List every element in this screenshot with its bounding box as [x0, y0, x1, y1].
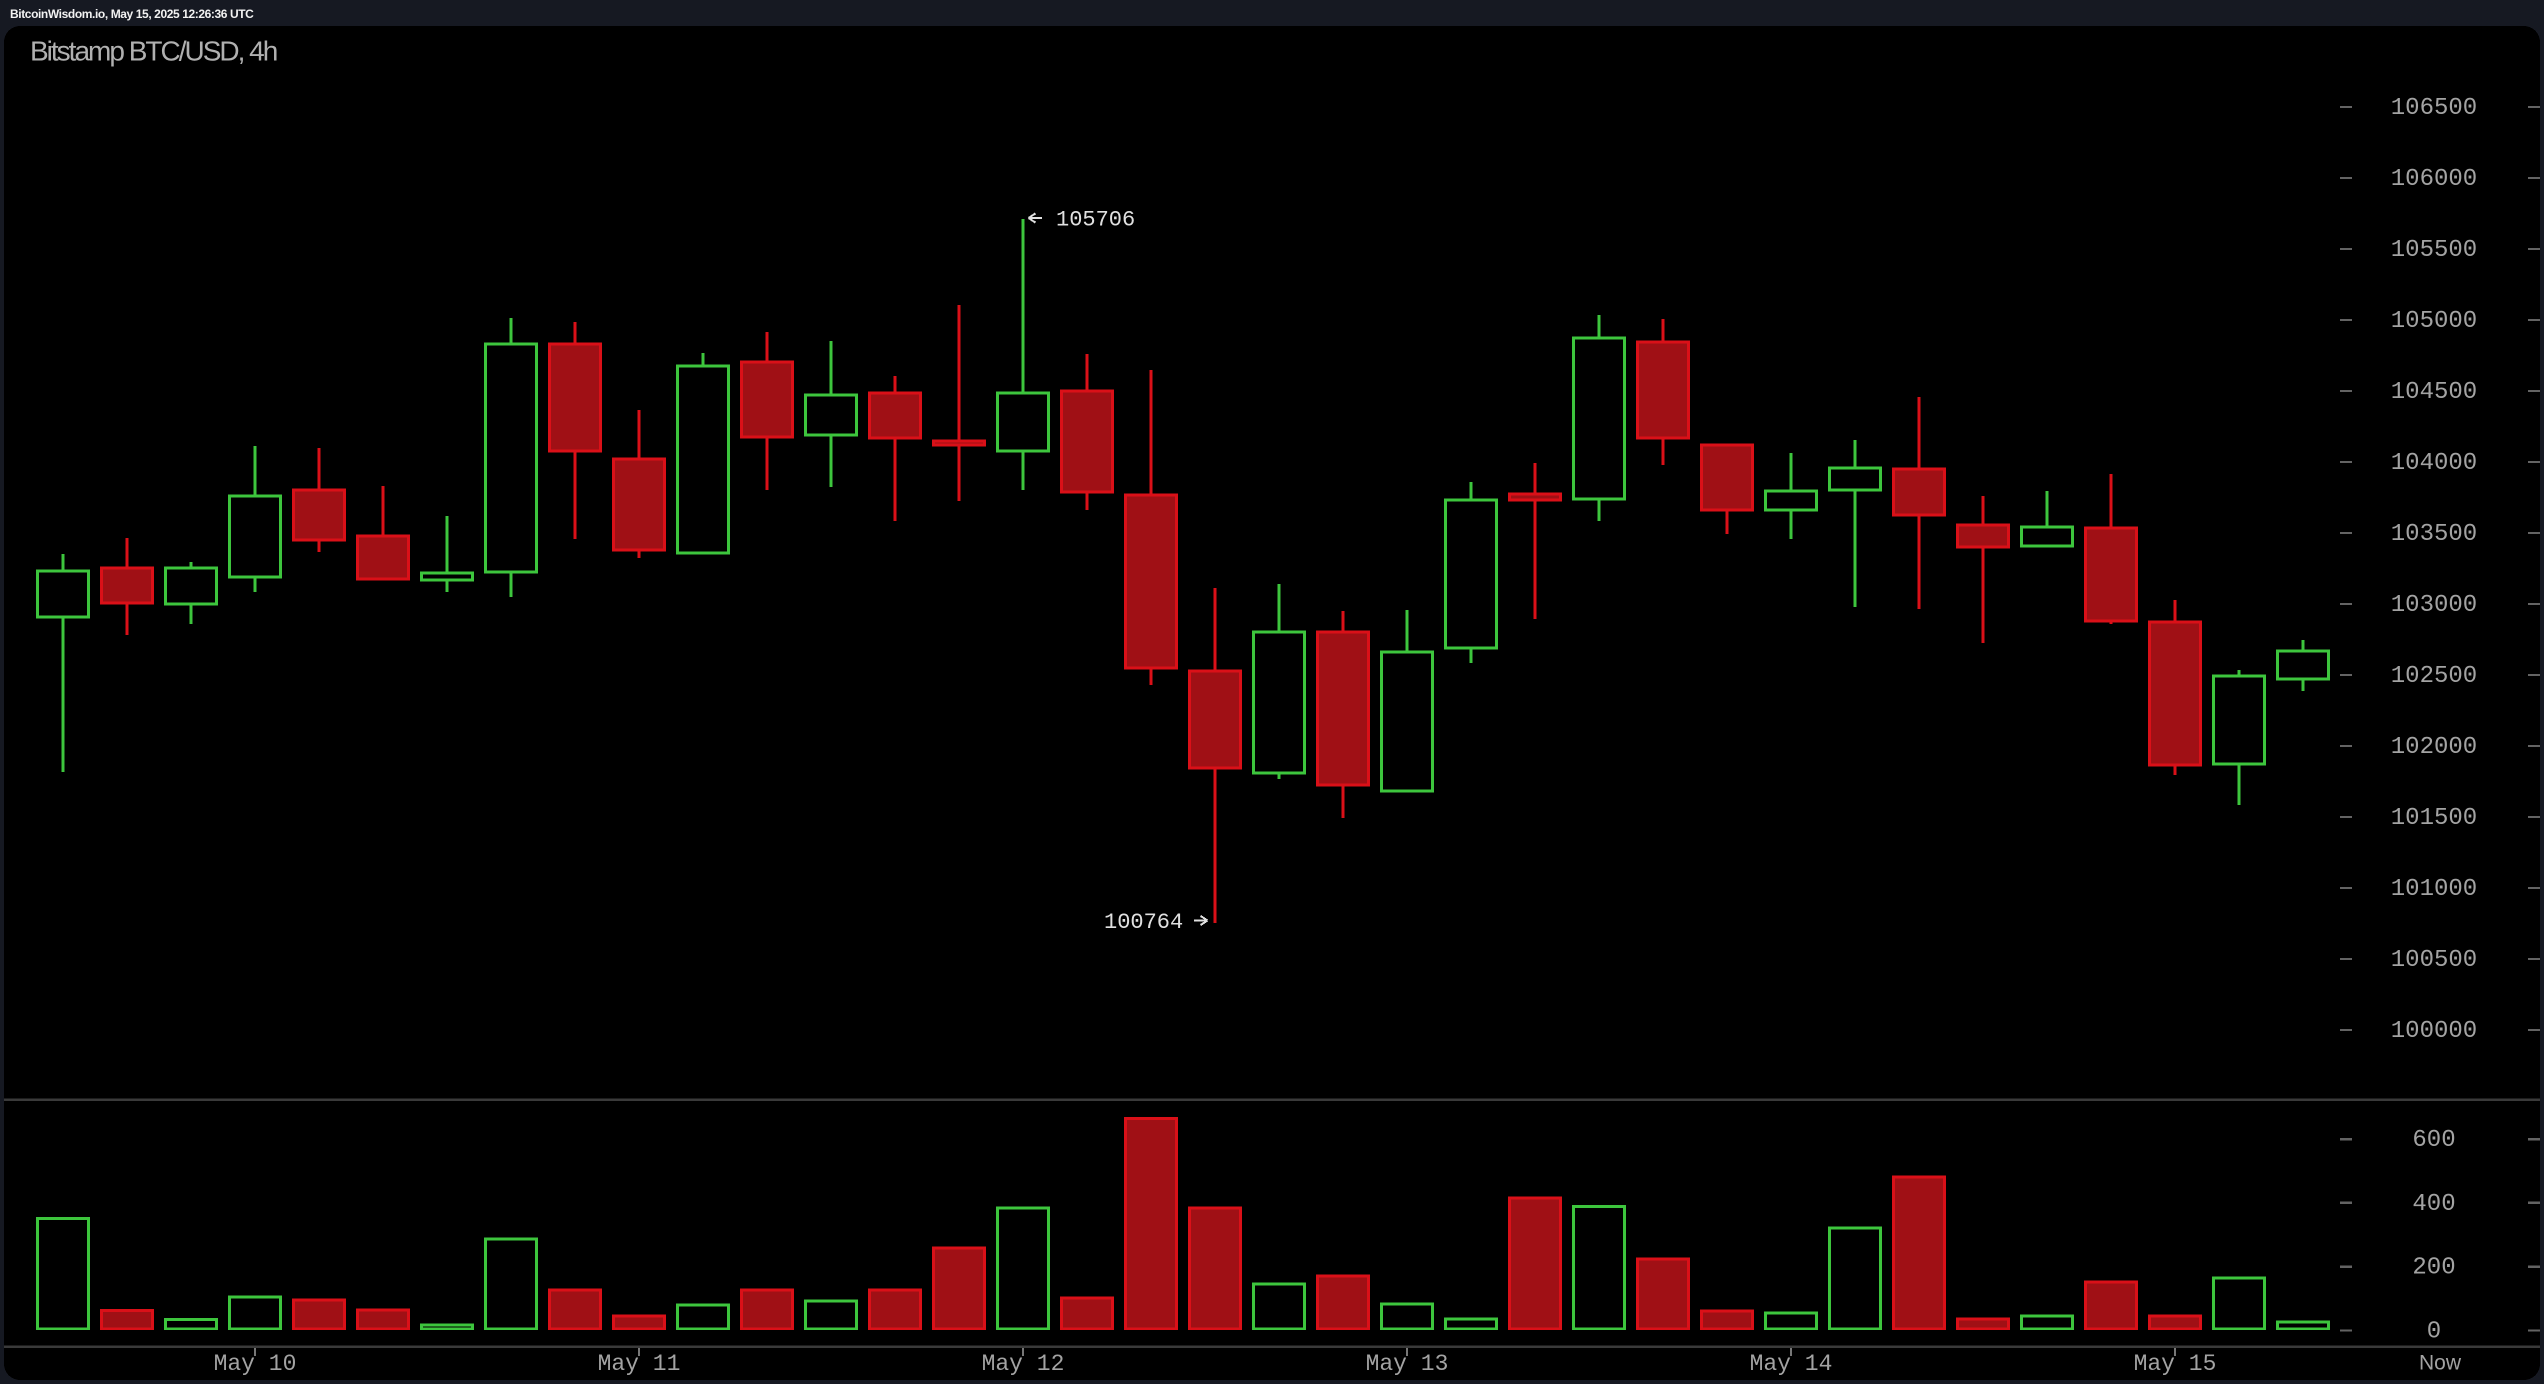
svg-text:105706: 105706	[1056, 208, 1135, 233]
svg-text:101000: 101000	[2391, 876, 2477, 903]
svg-text:Now: Now	[2419, 1352, 2462, 1375]
svg-text:May 15: May 15	[2134, 1351, 2217, 1377]
svg-text:400: 400	[2412, 1191, 2455, 1218]
svg-text:102000: 102000	[2391, 734, 2477, 761]
svg-text:BitcoinWisdom.io, May 15, 2025: BitcoinWisdom.io, May 15, 2025 12:26:36 …	[10, 7, 254, 21]
svg-text:0: 0	[2427, 1319, 2441, 1346]
svg-text:102500: 102500	[2391, 663, 2477, 690]
svg-text:103500: 103500	[2391, 521, 2477, 548]
svg-text:104500: 104500	[2391, 379, 2477, 406]
svg-text:106000: 106000	[2391, 166, 2477, 193]
svg-text:May 10: May 10	[214, 1351, 297, 1377]
svg-text:600: 600	[2412, 1127, 2455, 1154]
svg-text:106500: 106500	[2391, 95, 2477, 122]
svg-text:100500: 100500	[2391, 947, 2477, 974]
svg-text:May 12: May 12	[982, 1351, 1065, 1377]
svg-text:May 14: May 14	[1750, 1351, 1833, 1377]
svg-text:100000: 100000	[2391, 1018, 2477, 1045]
svg-text:200: 200	[2412, 1255, 2455, 1282]
svg-text:101500: 101500	[2391, 805, 2477, 832]
svg-text:May 11: May 11	[598, 1351, 681, 1377]
svg-text:105500: 105500	[2391, 237, 2477, 264]
svg-text:104000: 104000	[2391, 450, 2477, 477]
svg-text:May 13: May 13	[1366, 1351, 1449, 1377]
svg-text:105000: 105000	[2391, 308, 2477, 335]
svg-text:100764: 100764	[1104, 910, 1183, 935]
svg-text:103000: 103000	[2391, 592, 2477, 619]
svg-text:Bitstamp BTC/USD, 4h: Bitstamp BTC/USD, 4h	[30, 36, 277, 67]
